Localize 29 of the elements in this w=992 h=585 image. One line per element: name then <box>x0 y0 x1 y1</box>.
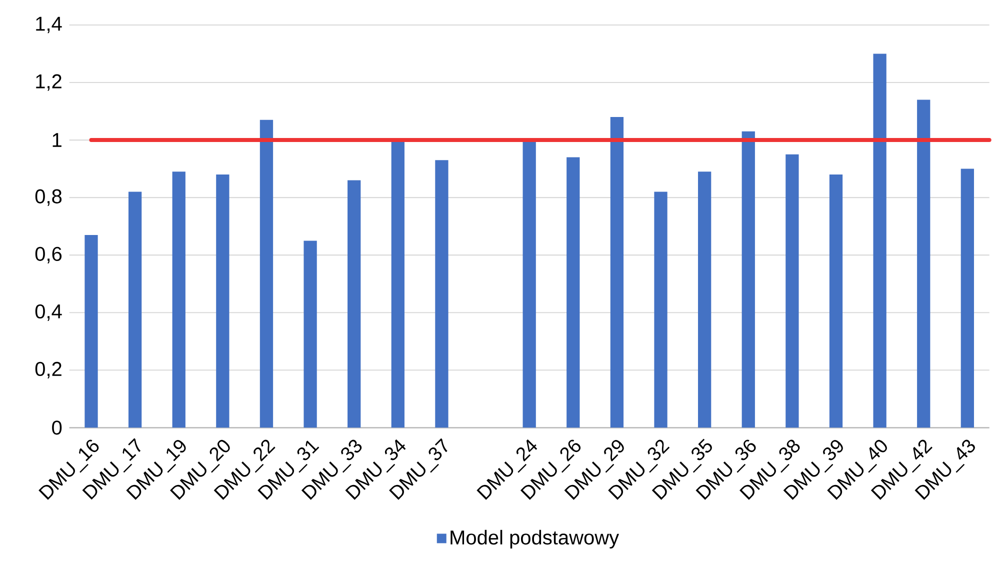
y-tick-label: 1 <box>52 133 62 147</box>
legend-label: Model podstawowy <box>450 530 620 549</box>
bar <box>128 192 142 428</box>
y-tick-label: 0,2 <box>35 362 62 378</box>
bar <box>742 131 755 428</box>
bar <box>348 180 361 428</box>
bar <box>522 140 536 428</box>
bar <box>391 140 404 428</box>
bar <box>435 160 448 428</box>
bar <box>698 172 712 428</box>
y-tick-label: 0,8 <box>35 189 62 206</box>
y-tick-label: 1,2 <box>36 74 62 91</box>
bar <box>873 54 886 428</box>
y-tick-label: 1,4 <box>36 16 62 34</box>
bar <box>566 157 580 428</box>
bar <box>172 172 186 428</box>
bar <box>654 192 668 428</box>
y-tick-label: 0,6 <box>35 246 62 264</box>
bar <box>260 120 274 428</box>
bar <box>829 174 843 428</box>
bar <box>84 234 98 428</box>
bar <box>786 154 799 428</box>
y-tick-label: 0 <box>52 420 62 435</box>
bar <box>917 100 930 428</box>
bar <box>304 240 317 428</box>
bar <box>610 117 624 428</box>
y-tick-label: 0,4 <box>35 304 62 321</box>
bar <box>960 168 974 428</box>
bar <box>216 174 230 428</box>
